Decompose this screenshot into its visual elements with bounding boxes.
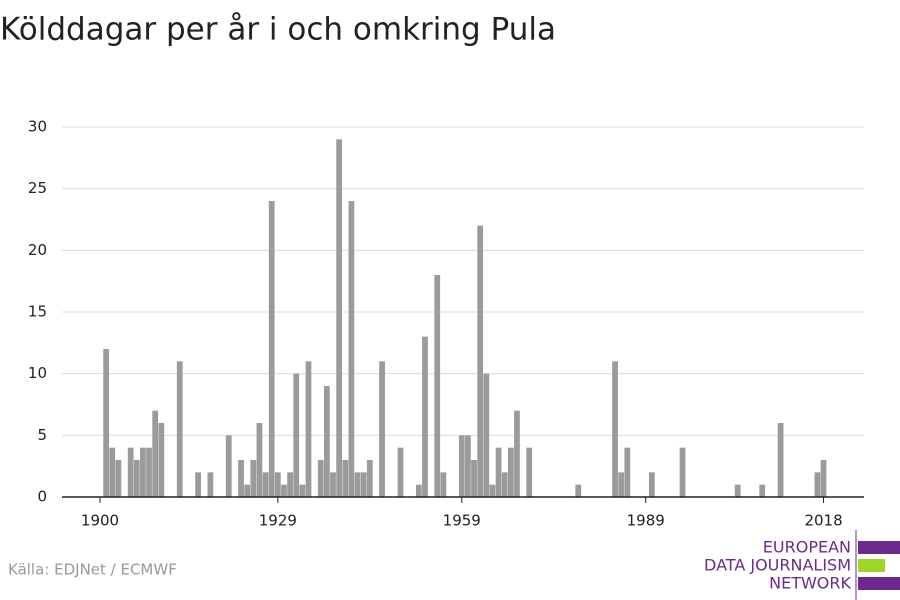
logo-bar xyxy=(858,559,885,572)
bar xyxy=(127,447,134,497)
bar xyxy=(262,472,269,497)
logo-bar xyxy=(858,541,900,554)
y-tick-label: 20 xyxy=(28,241,47,259)
bar xyxy=(415,484,422,497)
bar xyxy=(495,447,502,497)
y-tick-label: 25 xyxy=(28,179,47,197)
bar xyxy=(133,460,140,497)
bar xyxy=(250,460,257,497)
bar xyxy=(330,472,336,497)
bar xyxy=(225,435,232,497)
bar xyxy=(281,484,287,497)
x-tick-label: 2018 xyxy=(804,512,842,530)
bar xyxy=(820,460,827,497)
bar xyxy=(256,423,263,497)
bar xyxy=(379,361,385,497)
bar xyxy=(440,472,447,497)
bar xyxy=(471,460,477,497)
bar xyxy=(360,472,367,497)
logo-text: EUROPEAN xyxy=(763,538,851,557)
bar xyxy=(575,484,582,497)
x-tick-label: 1959 xyxy=(443,512,481,530)
bar xyxy=(207,472,214,497)
y-tick-label: 15 xyxy=(28,303,47,321)
bar xyxy=(612,361,618,497)
bar xyxy=(244,484,251,497)
x-tick-label: 1900 xyxy=(81,512,119,530)
bar xyxy=(195,472,202,497)
logo-text: DATA JOURNALISM xyxy=(704,556,851,575)
bar xyxy=(336,139,343,498)
bar xyxy=(366,460,373,497)
bar xyxy=(238,460,244,497)
bar xyxy=(648,472,655,497)
bar xyxy=(354,472,361,497)
bar xyxy=(287,472,293,497)
bar xyxy=(293,373,300,497)
bar xyxy=(679,447,686,497)
bar xyxy=(624,447,631,497)
bar xyxy=(397,447,404,497)
bar xyxy=(759,484,766,497)
logo-text: NETWORK xyxy=(769,574,851,593)
bar xyxy=(465,435,471,497)
bar xyxy=(514,410,520,497)
bar xyxy=(422,336,428,497)
bar xyxy=(342,460,349,497)
bar xyxy=(489,484,496,497)
bar xyxy=(109,447,116,497)
bar xyxy=(305,361,312,497)
bar xyxy=(176,361,183,497)
bar xyxy=(103,349,110,497)
bar xyxy=(317,460,324,497)
bar xyxy=(348,201,355,497)
bar xyxy=(777,423,784,497)
y-tick-label: 5 xyxy=(37,426,47,444)
bar xyxy=(434,275,441,497)
bar xyxy=(483,373,490,497)
bar xyxy=(814,472,821,497)
bar xyxy=(458,435,465,497)
y-tick-label: 0 xyxy=(37,488,47,506)
bar xyxy=(501,472,508,497)
bar xyxy=(507,447,514,497)
x-tick-label: 1929 xyxy=(259,512,297,530)
bar xyxy=(734,484,741,497)
bar xyxy=(140,447,146,497)
logo-bar xyxy=(858,577,900,590)
source: Källa: EDJNet / ECMWF xyxy=(8,561,177,579)
y-tick-label: 10 xyxy=(28,364,47,382)
chart-title: Kölddagar per år i och omkring Pula xyxy=(0,12,556,48)
bar xyxy=(526,447,533,497)
bar xyxy=(158,423,165,497)
bar xyxy=(146,447,152,497)
bar xyxy=(299,484,306,497)
bar xyxy=(268,201,275,497)
bar xyxy=(274,472,281,497)
bar xyxy=(152,410,159,497)
x-tick-label: 1989 xyxy=(627,512,665,530)
bar xyxy=(115,460,122,497)
y-tick-label: 30 xyxy=(28,118,47,136)
bar xyxy=(477,225,484,497)
bar xyxy=(323,386,330,497)
bar xyxy=(618,472,625,497)
logo: EUROPEAN DATA JOURNALISM NETWORK xyxy=(704,530,900,600)
